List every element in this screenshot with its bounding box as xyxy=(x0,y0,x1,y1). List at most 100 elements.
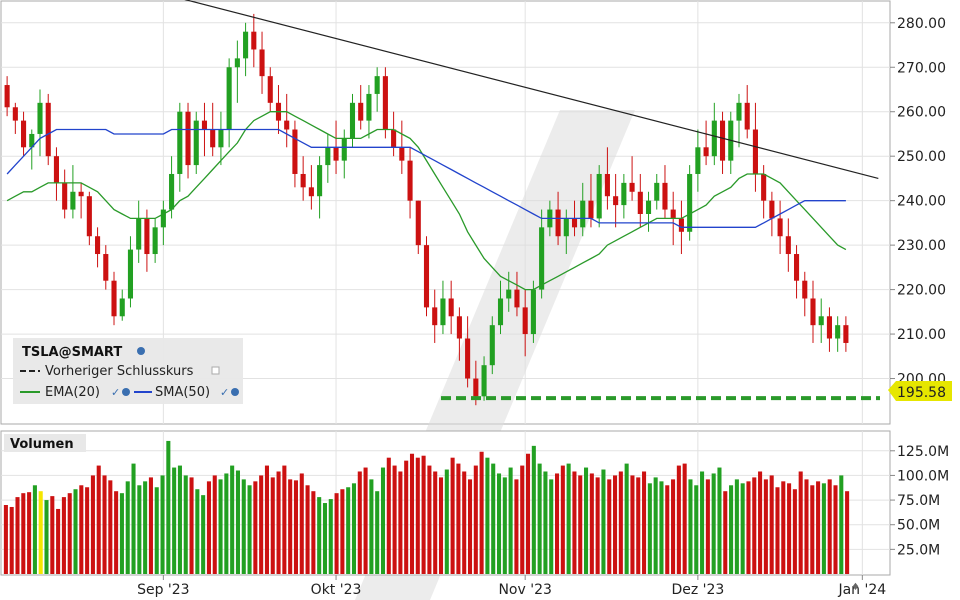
candle-body xyxy=(226,67,232,130)
candle xyxy=(687,165,693,241)
volume-bar xyxy=(827,479,832,574)
candle xyxy=(629,156,635,201)
volume-bar xyxy=(537,463,542,574)
candle xyxy=(218,111,224,166)
volume-bar xyxy=(740,483,745,574)
volume-bar xyxy=(508,467,513,574)
candle xyxy=(522,289,528,357)
volume-bar xyxy=(433,471,438,574)
volume-bar xyxy=(792,489,797,574)
candle-body xyxy=(21,120,27,148)
candle-body xyxy=(62,182,68,210)
sma50-line xyxy=(6,128,846,228)
candle xyxy=(169,156,175,219)
legend-ema-gear-icon[interactable] xyxy=(122,388,130,396)
volume-bar xyxy=(56,508,61,574)
trend-line xyxy=(184,0,879,180)
volume-bar xyxy=(462,471,467,574)
price-tick-label: 210.00 xyxy=(897,327,946,343)
candle xyxy=(719,111,726,174)
volume-bar xyxy=(694,485,699,574)
volume-bar xyxy=(729,485,734,574)
candle-body xyxy=(4,85,10,108)
volume-bar xyxy=(787,483,792,574)
candle-body xyxy=(374,76,380,94)
candle-body xyxy=(514,289,520,308)
price-tick-label: 230.00 xyxy=(897,238,946,254)
volume-bar xyxy=(253,481,258,574)
candle-body xyxy=(744,102,750,130)
volume-bar xyxy=(839,475,844,574)
candle xyxy=(506,271,512,312)
candle xyxy=(45,93,51,166)
volume-bar xyxy=(525,453,531,574)
volume-bar-series xyxy=(3,440,850,574)
volume-bar xyxy=(676,465,681,574)
volume-bar xyxy=(700,471,705,574)
scroll-right-icon[interactable]: ♦ xyxy=(851,582,860,593)
legend-prev-close-checkbox[interactable] xyxy=(211,366,220,375)
candle-body xyxy=(407,160,413,201)
candle-body xyxy=(777,218,783,237)
candle xyxy=(448,280,454,335)
candle xyxy=(62,169,68,219)
candle xyxy=(835,316,841,352)
legend-title-gear-icon[interactable] xyxy=(137,347,145,355)
candle-body xyxy=(37,102,43,134)
legend-ema-check-icon[interactable]: ✓ xyxy=(111,386,120,399)
candle-body xyxy=(432,307,438,326)
candle-body xyxy=(119,298,125,317)
candle xyxy=(769,191,775,237)
volume-bar xyxy=(79,485,84,574)
volume-bar xyxy=(665,485,670,574)
legend-sma-check-icon[interactable]: ✓ xyxy=(220,386,229,399)
volume-bar xyxy=(531,445,536,574)
volume-bar xyxy=(427,465,432,574)
candle-body xyxy=(391,129,397,148)
candle xyxy=(70,165,76,219)
candle xyxy=(259,31,265,94)
volume-bar xyxy=(67,493,72,574)
volume-bar xyxy=(247,485,252,574)
candle-body xyxy=(637,191,643,214)
candle xyxy=(243,22,249,77)
volume-bar xyxy=(723,491,728,574)
candle-body xyxy=(489,325,495,366)
candle-body xyxy=(785,236,791,255)
volume-bar xyxy=(584,467,589,574)
volume-bar xyxy=(647,483,652,574)
candle xyxy=(415,200,421,255)
volume-tick-label: 75.0M xyxy=(897,493,940,509)
volume-bar xyxy=(270,477,275,574)
volume-bar xyxy=(90,475,95,574)
last-price-tag-bg xyxy=(888,381,952,401)
volume-bar xyxy=(613,475,618,574)
candle-body xyxy=(629,182,635,192)
x-tick-label: Okt '23 xyxy=(311,582,362,598)
volume-bar xyxy=(38,491,43,574)
candle-body xyxy=(465,338,471,379)
candle-body xyxy=(160,209,166,228)
volume-bar xyxy=(119,493,124,574)
volume-bar xyxy=(218,479,223,574)
candle-body xyxy=(596,173,602,219)
volume-panel: 25.0M 50.0M 75.0M 100.0M 125.0M Volumen xyxy=(0,430,949,576)
volume-bar xyxy=(131,463,136,574)
volume-bar xyxy=(15,497,20,574)
volume-bar xyxy=(177,465,182,574)
candle xyxy=(119,289,125,321)
volume-bar xyxy=(618,471,623,574)
candle xyxy=(432,289,438,343)
candle xyxy=(645,191,652,232)
candle xyxy=(234,40,240,103)
candle-body xyxy=(399,147,405,161)
volume-bar xyxy=(491,463,496,574)
candle-body xyxy=(243,31,249,59)
candle xyxy=(284,93,290,148)
volume-bar xyxy=(137,485,142,574)
candle-body xyxy=(793,254,800,281)
volume-bar xyxy=(566,463,571,574)
candle-body xyxy=(259,49,265,77)
candle-body xyxy=(719,120,726,161)
legend-sma-gear-icon[interactable] xyxy=(231,388,239,396)
